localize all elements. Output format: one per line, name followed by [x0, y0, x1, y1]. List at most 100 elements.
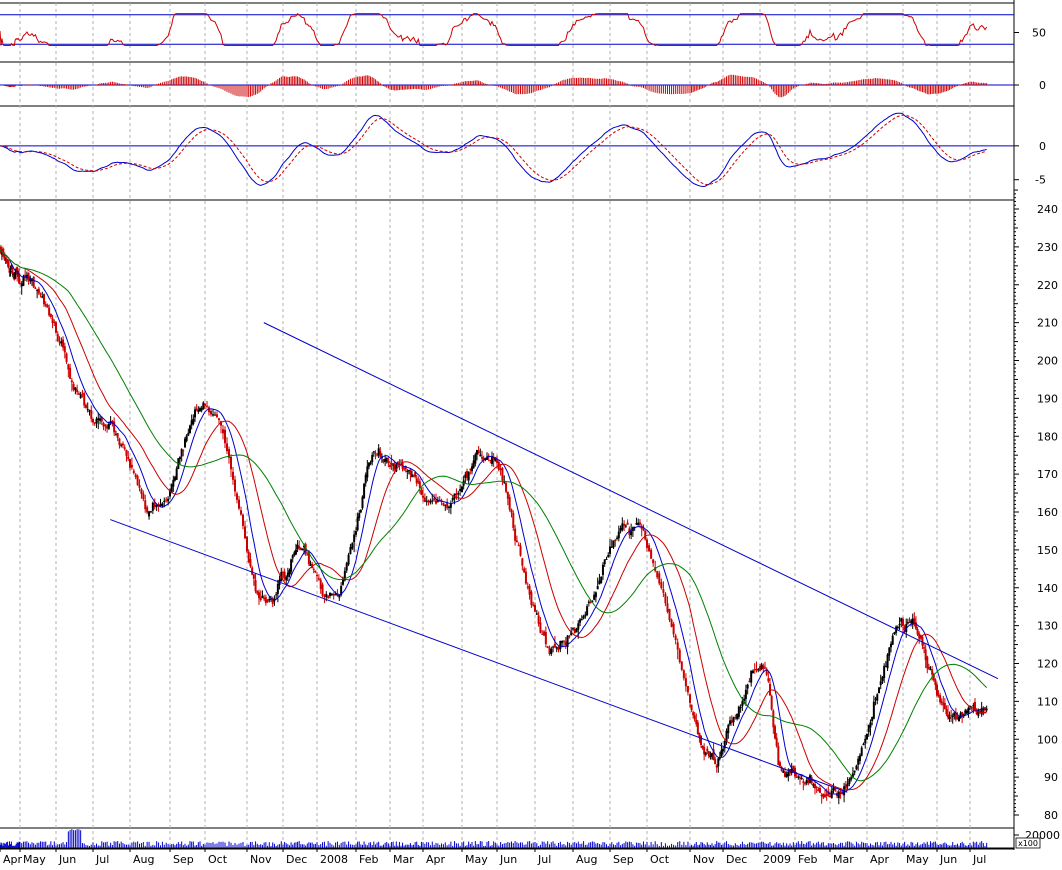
x-tick-label: Dec	[726, 853, 747, 866]
candle-body	[48, 307, 51, 316]
candle-body	[546, 646, 549, 648]
candle-body	[570, 631, 573, 636]
candle-body	[67, 364, 70, 370]
candle-body	[192, 418, 195, 424]
candle-body	[332, 593, 335, 596]
candle-body	[804, 783, 806, 785]
candle-body	[959, 713, 962, 718]
candle-body	[872, 701, 875, 719]
candle-body	[263, 597, 266, 600]
x-tick-label: Oct	[208, 853, 228, 866]
candle-body	[151, 502, 154, 511]
candle-body	[751, 670, 754, 674]
candle-body	[366, 466, 369, 478]
panel-rsi-bg	[0, 3, 1014, 62]
candle-body	[423, 497, 426, 502]
candle-body	[609, 546, 611, 554]
candle-body	[741, 701, 744, 707]
candle-body	[345, 563, 348, 571]
candle-body	[165, 499, 168, 501]
candle-body	[129, 459, 131, 468]
candle-body	[746, 684, 749, 689]
candle-body	[130, 464, 133, 468]
candle-body	[614, 539, 617, 542]
candle-body	[965, 711, 968, 714]
candle-body	[589, 601, 592, 603]
candle-body	[92, 418, 94, 423]
moving-average-line-2	[0, 249, 988, 782]
candle-body	[317, 578, 320, 580]
candle-body	[744, 689, 747, 699]
candle-body	[427, 500, 430, 503]
candle-body	[591, 600, 594, 603]
candle-body	[299, 548, 302, 551]
candle-body	[63, 346, 66, 353]
candle-body	[857, 758, 860, 765]
candle-body	[385, 457, 388, 462]
candle-body	[723, 741, 726, 749]
price-tick-label: 240	[1037, 203, 1058, 216]
candle-body	[374, 452, 377, 454]
candle-body	[782, 770, 785, 773]
candle-body	[730, 719, 733, 724]
candle-body	[864, 738, 867, 744]
macd-tick-label: 0	[1039, 140, 1046, 153]
candle-body	[387, 461, 390, 463]
candle-body	[722, 748, 724, 752]
candle-body	[169, 490, 171, 497]
candle-body	[543, 631, 546, 636]
candle-body	[433, 498, 436, 501]
candle-body	[56, 334, 59, 342]
candle-body	[616, 537, 619, 539]
price-tick-label: 120	[1037, 658, 1058, 671]
macd-line	[0, 112, 987, 188]
candle-body	[146, 507, 149, 513]
candle-body	[939, 695, 942, 703]
candle-body	[220, 421, 222, 426]
candle-body	[425, 500, 428, 502]
candle-body	[866, 733, 868, 740]
candle-body	[37, 288, 40, 294]
candle-body	[334, 593, 337, 596]
candle-body	[170, 484, 173, 493]
candle-body	[878, 687, 880, 694]
candle-body	[29, 279, 32, 282]
candle-body	[123, 447, 126, 450]
candle-body	[18, 273, 21, 284]
candle-body	[232, 471, 234, 480]
candle-body	[438, 499, 441, 501]
candle-body	[790, 768, 793, 774]
candle-body	[890, 643, 892, 648]
candle-body	[355, 531, 357, 535]
candle-body	[711, 753, 713, 756]
candle-body	[0, 246, 2, 254]
candle-body	[190, 420, 193, 426]
x-tick-label: Apr	[3, 853, 23, 866]
candle-body	[175, 468, 178, 480]
candle-body	[11, 265, 14, 274]
candle-body	[298, 546, 301, 549]
candle-body	[118, 438, 121, 446]
x-tick-label: Aug	[576, 853, 597, 866]
x-tick-label: Jul	[537, 853, 551, 866]
candle-body	[824, 794, 826, 797]
candle-body	[195, 408, 198, 411]
candle-body	[802, 781, 805, 783]
moving-average-line-0	[0, 249, 987, 795]
candle-body	[562, 640, 565, 642]
x-tick-label: Apr	[870, 853, 890, 866]
price-tick-label: 110	[1037, 695, 1058, 708]
candle-body	[630, 531, 633, 536]
candle-body	[829, 795, 831, 797]
candle-body	[674, 635, 677, 640]
x-tick-label: Jul	[972, 853, 986, 866]
candle-body	[194, 409, 196, 418]
x-tick-label: Feb	[359, 853, 378, 866]
candle-body	[125, 449, 128, 456]
candle-body	[888, 647, 891, 656]
candle-body	[753, 668, 756, 670]
candle-body	[714, 758, 717, 765]
candle-body	[797, 776, 800, 778]
candle-body	[755, 669, 758, 671]
candle-body	[580, 619, 583, 621]
